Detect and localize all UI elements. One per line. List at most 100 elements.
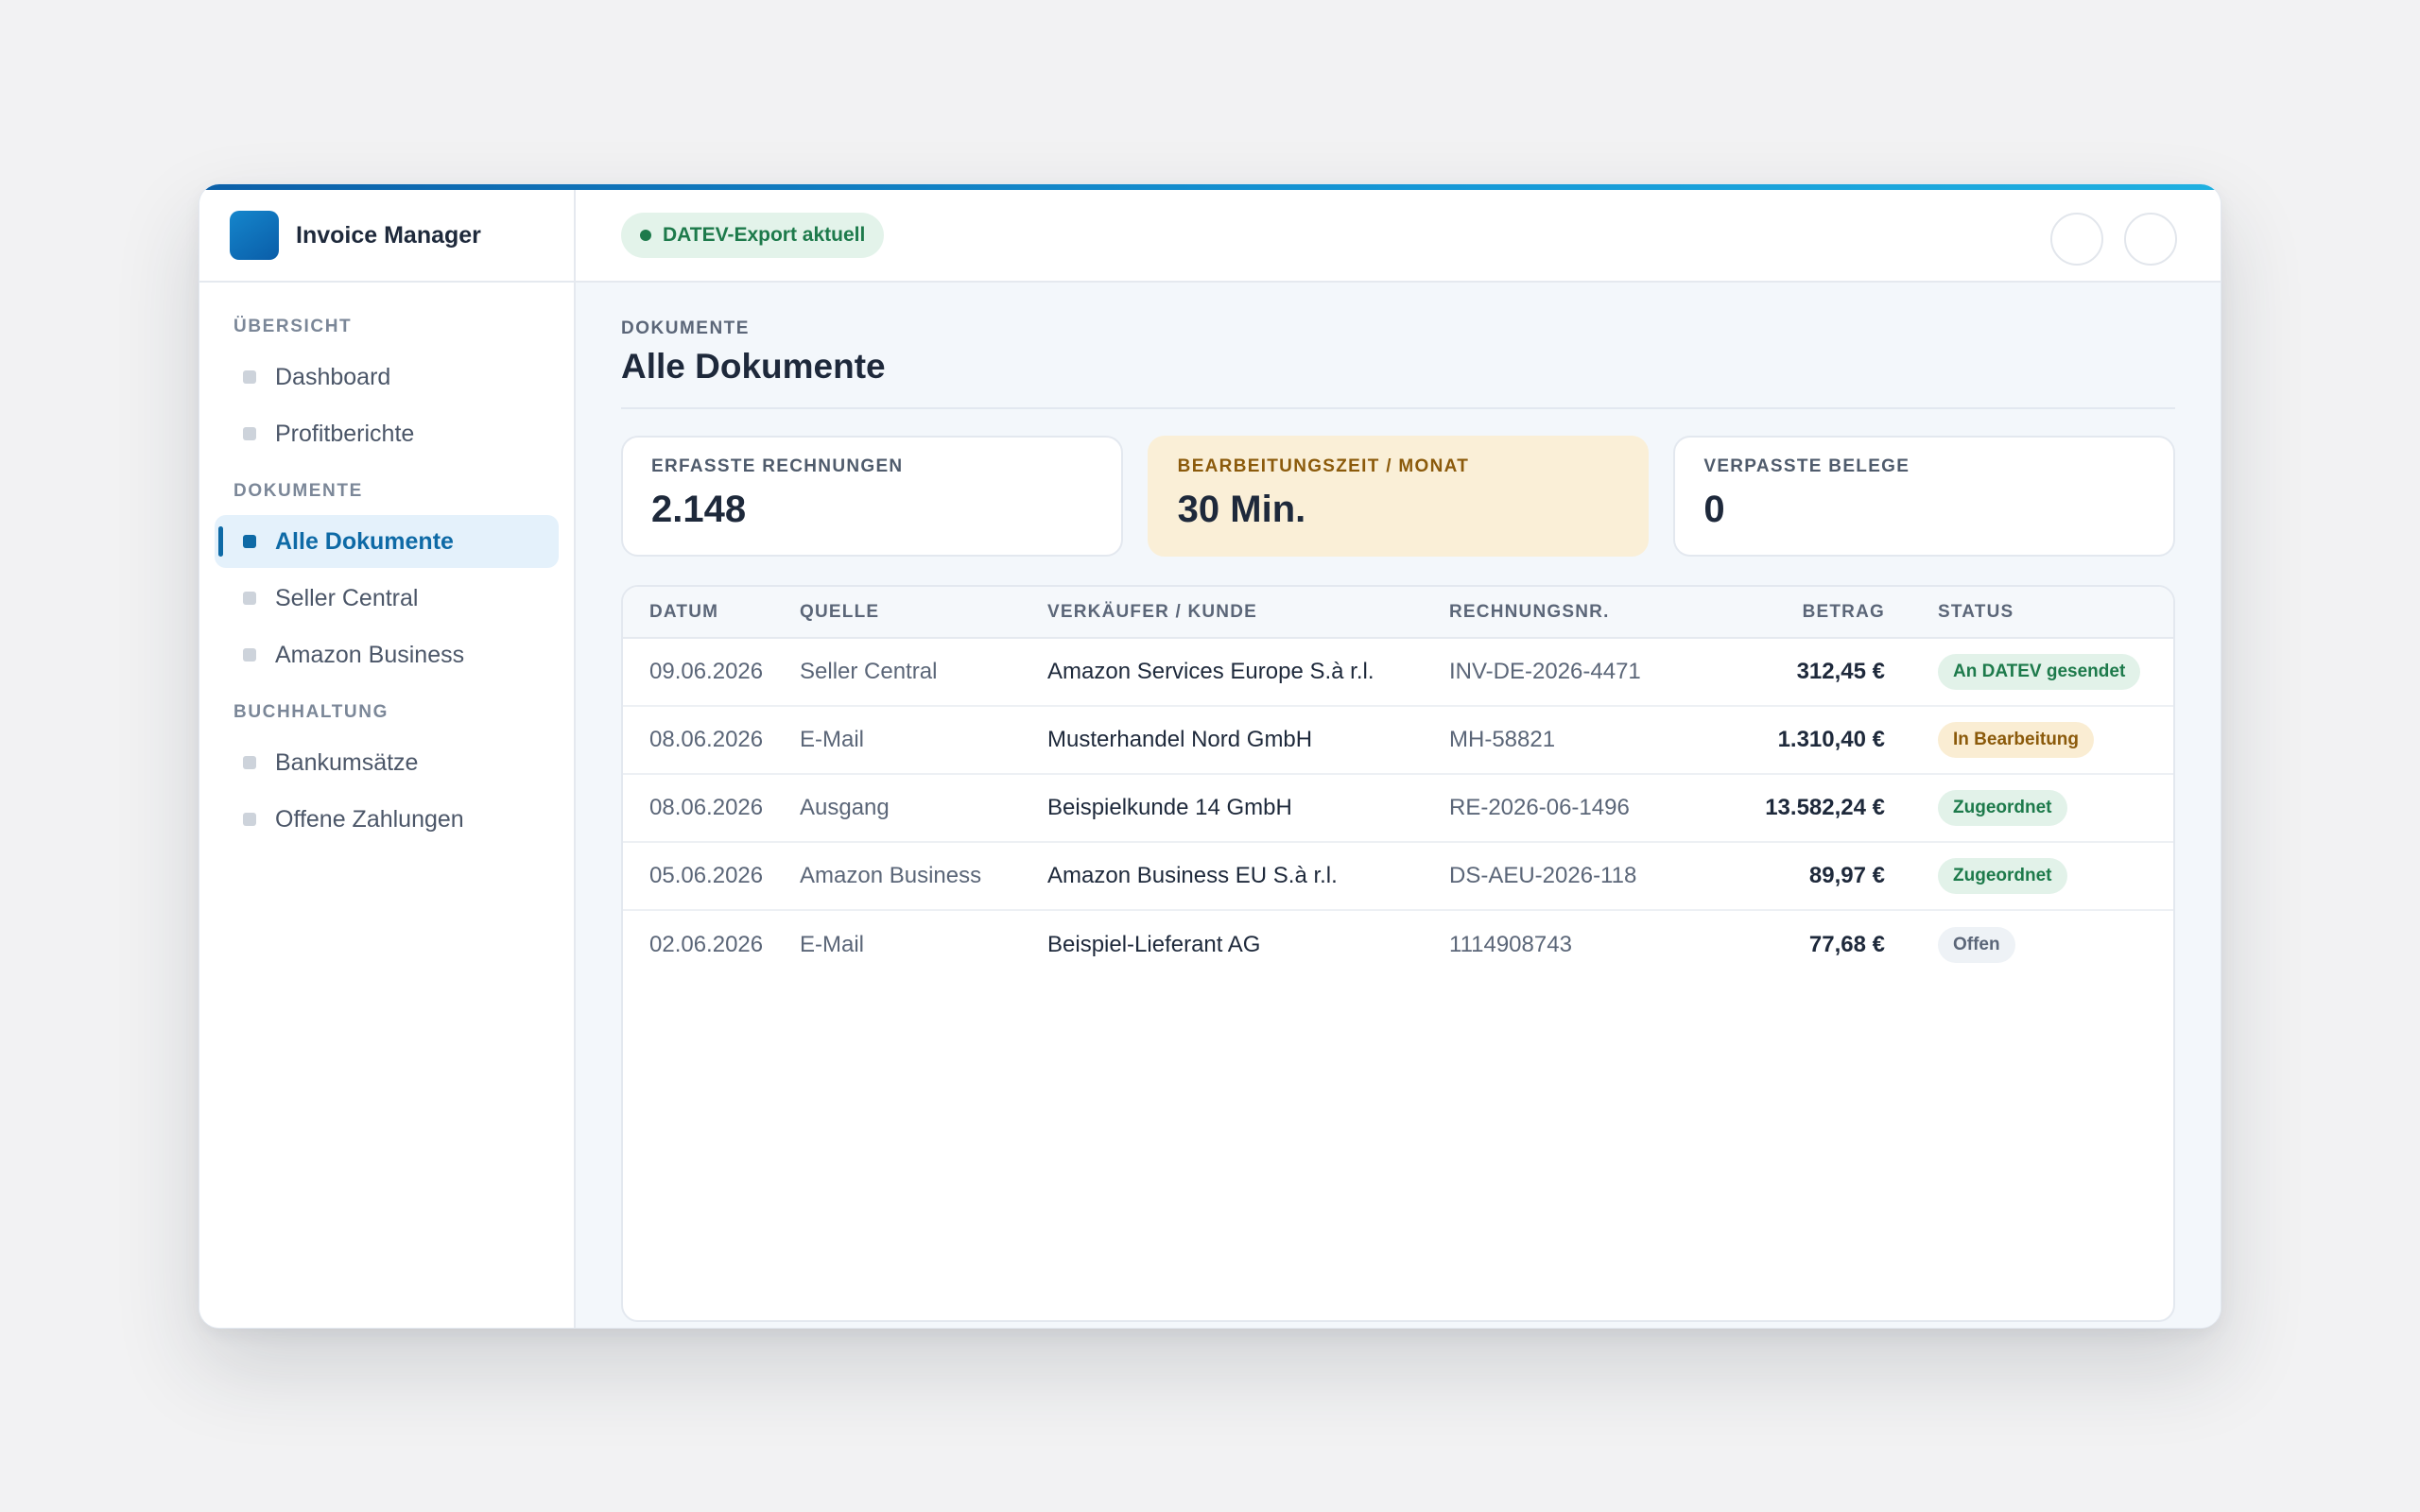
cell-source: Seller Central — [800, 638, 1047, 707]
header-action-button[interactable] — [2050, 213, 2103, 266]
sidebar-item-label: Offene Zahlungen — [275, 805, 464, 833]
accent-bar — [199, 184, 2221, 190]
table-row[interactable]: 02.06.2026 E-Mail Beispiel-Lieferant AG … — [623, 910, 2173, 978]
status-badge: Zugeordnet — [1938, 790, 2067, 826]
header-bar: DATEV-Export aktuell — [576, 190, 2221, 283]
nav-section-title: ÜBERSICHT — [233, 317, 353, 336]
page-content: DOKUMENTE Alle Dokumente ERFASSTE RECHNU… — [576, 283, 2221, 1322]
app-logo-icon — [230, 211, 279, 260]
kpi-card-verpasste-belege: VERPASSTE BELEGE 0 — [1673, 436, 2176, 557]
sidebar-item-label: Seller Central — [275, 584, 419, 611]
cell-vendor: Beispielkunde 14 GmbH — [1047, 774, 1449, 843]
table-row[interactable]: 09.06.2026 Seller Central Amazon Service… — [623, 638, 2173, 707]
cell-amount: 1.310,40 € — [1709, 706, 1938, 775]
bullet-icon — [243, 756, 256, 769]
sidebar-item-label: Bankumsätze — [275, 748, 419, 776]
column-header-status[interactable]: STATUS — [1938, 587, 2173, 639]
table-row[interactable]: 08.06.2026 Ausgang Beispielkunde 14 GmbH… — [623, 774, 2173, 843]
cell-amount: 312,45 € — [1709, 638, 1938, 707]
cell-status: Offen — [1938, 910, 2173, 978]
cell-source: E-Mail — [800, 706, 1047, 775]
bullet-icon — [243, 648, 256, 662]
cell-source: Ausgang — [800, 774, 1047, 843]
divider — [621, 407, 2175, 409]
column-header-verkaeufer[interactable]: VERKÄUFER / KUNDE — [1047, 587, 1449, 639]
sidebar-item-label: Profitberichte — [275, 420, 415, 447]
sidebar-nav: ÜBERSICHT Dashboard Profitberichte DOKUM… — [199, 283, 574, 846]
export-status-badge: DATEV-Export aktuell — [621, 213, 885, 258]
app-name: Invoice Manager — [296, 221, 481, 249]
bullet-icon — [243, 370, 256, 384]
kpi-label: BEARBEITUNGSZEIT / MONAT — [1177, 456, 1470, 476]
sidebar: Invoice Manager ÜBERSICHT Dashboard Prof… — [199, 190, 576, 1328]
column-header-rechnungsnr[interactable]: RECHNUNGSNR. — [1449, 587, 1709, 639]
user-avatar-button[interactable] — [2124, 213, 2177, 266]
cell-amount: 13.582,24 € — [1709, 774, 1938, 843]
sidebar-item-alle-dokumente[interactable]: Alle Dokumente — [215, 515, 559, 568]
cell-date: 02.06.2026 — [649, 931, 764, 957]
sidebar-item-label: Alle Dokumente — [275, 527, 454, 555]
cell-status: Zugeordnet — [1938, 842, 2173, 911]
table-row[interactable]: 05.06.2026 Amazon Business Amazon Busine… — [623, 842, 2173, 911]
cell-status: An DATEV gesendet — [1938, 638, 2173, 707]
nav-section-title: BUCHHALTUNG — [233, 702, 389, 722]
cell-vendor: Musterhandel Nord GmbH — [1047, 706, 1449, 775]
sidebar-item-offene-zahlungen[interactable]: Offene Zahlungen — [215, 793, 559, 846]
cell-invoice-number: MH-58821 — [1449, 706, 1709, 775]
sidebar-item-seller-central[interactable]: Seller Central — [215, 572, 559, 625]
cell-date: 09.06.2026 — [623, 638, 800, 707]
cell-status: In Bearbeitung — [1938, 706, 2173, 775]
sidebar-item-profitberichte[interactable]: Profitberichte — [215, 407, 559, 460]
cell-status: Zugeordnet — [1938, 774, 2173, 843]
cell-date: 08.06.2026 — [623, 706, 800, 775]
table-row[interactable]: 08.06.2026 E-Mail Musterhandel Nord GmbH… — [623, 706, 2173, 775]
sidebar-item-bankumsaetze[interactable]: Bankumsätze — [215, 736, 559, 789]
column-header-datum[interactable]: DATUM — [623, 587, 800, 639]
cell-vendor: Amazon Business EU S.à r.l. — [1047, 842, 1449, 911]
app-window: Invoice Manager ÜBERSICHT Dashboard Prof… — [199, 183, 2221, 1329]
export-status-label: DATEV-Export aktuell — [663, 224, 866, 246]
cell-invoice-number: INV-DE-2026-4471 — [1449, 638, 1709, 707]
sidebar-item-label: Amazon Business — [275, 641, 465, 668]
cell-invoice-number: DS-AEU-2026-118 — [1449, 842, 1709, 911]
kpi-value: 0 — [1703, 489, 1725, 530]
page-title: Alle Dokumente — [621, 347, 886, 386]
status-badge: In Bearbeitung — [1938, 722, 2095, 758]
cell-vendor: Amazon Services Europe S.à r.l. — [1047, 638, 1449, 707]
bullet-icon — [243, 535, 256, 548]
kpi-card-erfasste-rechnungen: ERFASSTE RECHNUNGEN 2.148 — [621, 436, 1123, 557]
nav-section-title: DOKUMENTE — [233, 481, 363, 501]
column-header-quelle[interactable]: QUELLE — [800, 587, 1047, 639]
documents-table: DATUM QUELLE VERKÄUFER / KUNDE RECHNUNGS… — [623, 587, 2173, 978]
bullet-icon — [243, 813, 256, 826]
kpi-card-bearbeitungszeit: BEARBEITUNGSZEIT / MONAT 30 Min. — [1147, 436, 1650, 557]
cell-date: 08.06.2026 — [623, 774, 800, 843]
kpi-row: ERFASSTE RECHNUNGEN 2.148 BEARBEITUNGSZE… — [621, 436, 2176, 557]
kpi-label: ERFASSTE RECHNUNGEN — [651, 456, 904, 476]
sidebar-item-amazon-business[interactable]: Amazon Business — [215, 628, 559, 681]
kpi-label: VERPASSTE BELEGE — [1703, 456, 1910, 476]
bullet-icon — [243, 592, 256, 605]
cell-invoice-number: RE-2026-06-1496 — [1449, 774, 1709, 843]
kpi-value: 30 Min. — [1177, 489, 1306, 530]
column-header-betrag[interactable]: BETRAG — [1709, 587, 1938, 639]
page-eyebrow: DOKUMENTE — [621, 318, 750, 338]
cell-amount: 77,68 € — [1808, 931, 1885, 957]
main-area: DATEV-Export aktuell DOKUMENTE Alle Doku… — [576, 190, 2221, 1328]
cell-date: 05.06.2026 — [623, 842, 800, 911]
status-dot-icon — [640, 230, 651, 241]
cell-invoice-number: 1114908743 — [1449, 931, 1572, 957]
documents-table-card: DATUM QUELLE VERKÄUFER / KUNDE RECHNUNGS… — [621, 585, 2175, 1322]
cell-source: E-Mail — [800, 931, 865, 957]
kpi-value: 2.148 — [651, 489, 747, 530]
sidebar-item-dashboard[interactable]: Dashboard — [215, 351, 559, 404]
sidebar-item-label: Dashboard — [275, 363, 391, 390]
status-badge: An DATEV gesendet — [1938, 654, 2141, 690]
status-badge: Zugeordnet — [1938, 858, 2067, 894]
cell-amount: 89,97 € — [1709, 842, 1938, 911]
header-actions — [2050, 213, 2177, 266]
status-badge: Offen — [1938, 926, 2015, 963]
brand[interactable]: Invoice Manager — [199, 190, 574, 283]
bullet-icon — [243, 427, 256, 440]
cell-vendor: Beispiel-Lieferant AG — [1047, 931, 1261, 957]
